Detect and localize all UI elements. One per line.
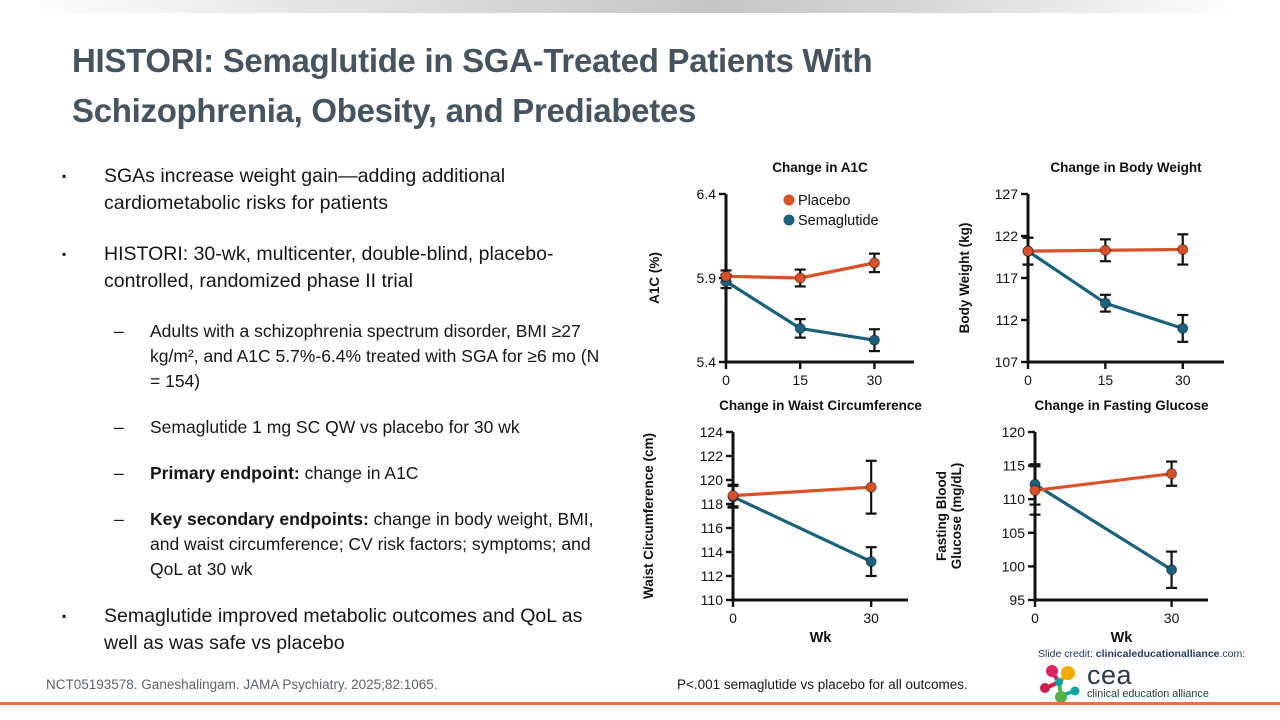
svg-text:Body Weight (kg): Body Weight (kg) xyxy=(957,223,972,334)
svg-text:Wk: Wk xyxy=(1111,630,1134,646)
svg-text:Placebo: Placebo xyxy=(798,193,850,209)
svg-text:Waist Circumference (cm): Waist Circumference (cm) xyxy=(641,433,656,599)
chart-body-weight: Change in Body Weight Body Weight (kg) 107… xyxy=(956,156,1236,411)
svg-text:0: 0 xyxy=(729,610,737,626)
dash-bullet-icon: – xyxy=(114,417,124,437)
svg-text:Fasting Blood: Fasting Blood xyxy=(934,471,949,561)
svg-text:30: 30 xyxy=(863,610,879,626)
bullet-item: ▪ HISTORI: 30-wk, multicenter, double-bli… xyxy=(62,241,637,295)
svg-text:Change in Fasting Glucose: Change in Fasting Glucose xyxy=(1034,398,1209,413)
citation: NCT05193578. Ganeshalingam. JAMA Psychia… xyxy=(46,677,438,692)
bullet-item: ▪ Semaglutide improved metabolic outcomes… xyxy=(62,603,637,657)
bullet-list: ▪ SGAs increase weight gain—adding additi… xyxy=(62,163,637,681)
svg-text:122: 122 xyxy=(700,448,724,464)
square-bullet-icon: ▪ xyxy=(62,609,67,623)
cea-logo: cea clinical education alliance xyxy=(1038,660,1238,705)
square-bullet-icon: ▪ xyxy=(62,169,67,183)
svg-text:115: 115 xyxy=(1003,458,1026,474)
svg-text:100: 100 xyxy=(1002,558,1026,574)
bottom-accent-line xyxy=(0,702,1280,705)
svg-text:118: 118 xyxy=(701,496,724,512)
svg-text:124: 124 xyxy=(700,424,724,440)
dash-bullet-icon: – xyxy=(114,509,124,529)
svg-text:0: 0 xyxy=(1031,610,1039,626)
dash-bullet-icon: – xyxy=(114,321,124,341)
svg-text:A1C (%): A1C (%) xyxy=(647,252,662,304)
svg-text:127: 127 xyxy=(995,186,1019,202)
svg-text:112: 112 xyxy=(701,568,724,584)
logo-molecule-icon xyxy=(1040,665,1080,703)
svg-text:105: 105 xyxy=(1002,525,1026,541)
svg-text:112: 112 xyxy=(996,312,1019,328)
svg-text:0: 0 xyxy=(722,372,730,388)
slide-credit-text: Slide credit: clinicaleducationalliance.… xyxy=(1038,648,1246,660)
logo-cea-text: cea xyxy=(1087,660,1133,690)
svg-text:Change in Body Weight: Change in Body Weight xyxy=(1050,160,1202,175)
svg-text:5.4: 5.4 xyxy=(697,354,717,370)
sub-bullet-item: – Primary endpoint: change in A1C xyxy=(114,461,637,486)
svg-text:6.4: 6.4 xyxy=(697,186,717,202)
svg-text:117: 117 xyxy=(996,270,1019,286)
svg-text:30: 30 xyxy=(1175,372,1191,388)
chart-fasting-glucose: Change in Fasting Glucose Fasting Blood Gl… xyxy=(934,394,1220,649)
slide-title-line2: Schizophrenia, Obesity, and Prediabetes xyxy=(72,92,697,129)
top-gradient-bar xyxy=(18,0,1280,13)
svg-text:110: 110 xyxy=(701,592,724,608)
svg-text:107: 107 xyxy=(995,354,1019,370)
svg-text:Change in A1C: Change in A1C xyxy=(772,160,868,175)
sub-bullet-item: – Semaglutide 1 mg SC QW vs placebo for 3… xyxy=(114,415,637,440)
svg-text:Glucose (mg/dL): Glucose (mg/dL) xyxy=(949,463,964,570)
dash-bullet-icon: – xyxy=(114,463,124,483)
svg-text:Semaglutide: Semaglutide xyxy=(798,213,879,229)
svg-text:122: 122 xyxy=(995,228,1019,244)
chart-a1c: Change in A1C A1C (%) 5.4 5.9 6.4 0 15 30 Placeb… xyxy=(646,156,926,411)
sub-bullet-item: – Key secondary endpoints: change in body… xyxy=(114,507,637,582)
svg-text:30: 30 xyxy=(867,372,883,388)
svg-text:120: 120 xyxy=(1002,424,1026,440)
svg-text:116: 116 xyxy=(701,520,724,536)
svg-text:15: 15 xyxy=(792,372,808,388)
chart-waist-circumference: Change in Waist Circumference Waist Circu… xyxy=(640,394,922,649)
sub-bullet-item: – Adults with a schizophrenia spectrum di… xyxy=(114,319,637,394)
svg-text:5.9: 5.9 xyxy=(697,270,717,286)
slide-credit-block: Slide credit: clinicaleducationalliance.… xyxy=(1038,648,1246,705)
svg-text:Wk: Wk xyxy=(810,630,833,646)
logo-subtext: clinical education alliance xyxy=(1087,688,1209,700)
svg-text:15: 15 xyxy=(1098,372,1114,388)
slide-title: HISTORI: Semaglutide in SGA-Treated Pati… xyxy=(72,36,1202,136)
slide-title-line1: HISTORI: Semaglutide in SGA-Treated Pati… xyxy=(72,42,873,79)
square-bullet-icon: ▪ xyxy=(62,247,67,261)
bullet-item: ▪ SGAs increase weight gain—adding additi… xyxy=(62,163,637,217)
svg-text:0: 0 xyxy=(1024,372,1032,388)
svg-text:30: 30 xyxy=(1164,610,1180,626)
svg-text:110: 110 xyxy=(1003,491,1026,507)
svg-text:120: 120 xyxy=(700,472,724,488)
svg-text:114: 114 xyxy=(701,544,724,560)
svg-text:Change in Waist Circumference: Change in Waist Circumference xyxy=(719,398,922,413)
p-value-footnote: P<.001 semaglutide vs placebo for all ou… xyxy=(677,677,968,692)
svg-text:95: 95 xyxy=(1009,592,1025,608)
